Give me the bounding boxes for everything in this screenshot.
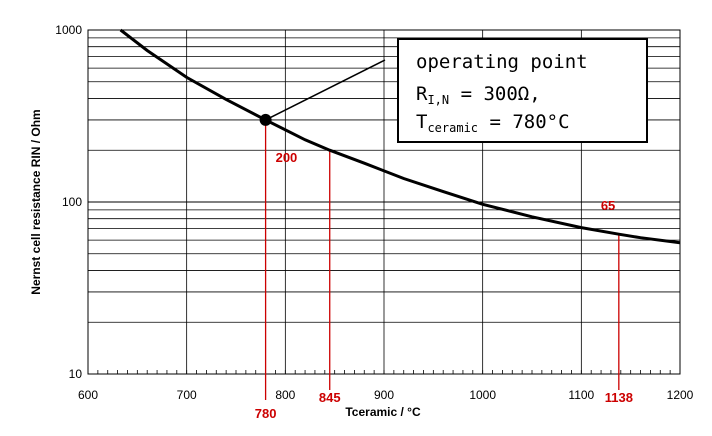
marker-x-label: 1138 — [605, 390, 633, 405]
annotation-box: operating point RI,N = 300Ω, Tceramic = … — [397, 38, 648, 143]
annotation-line1: operating point — [416, 51, 588, 73]
operating-point-dot — [259, 113, 272, 126]
x-tick-label: 600 — [78, 388, 98, 402]
y-axis-title: Nernst cell resistance RIN / Ohm — [29, 109, 43, 294]
x-tick-label: 1100 — [568, 388, 594, 402]
x-tick-label: 700 — [177, 388, 197, 402]
marker-y-label: 200 — [276, 150, 298, 165]
marker-x-label: 780 — [255, 406, 277, 421]
marker-y-label: 65 — [601, 198, 615, 213]
x-axis-title: Tceramic / °C — [345, 405, 421, 419]
x-tick-label: 1200 — [667, 388, 694, 402]
x-minor-ticks — [87, 370, 681, 374]
annotation-pointer — [265, 59, 386, 121]
x-tick-label: 1000 — [469, 388, 496, 402]
y-tick-label: 1000 — [55, 23, 82, 37]
annotation-line3: Tceramic = 780°C — [416, 111, 570, 135]
y-tick-label: 10 — [69, 367, 83, 381]
resistance-curve — [119, 28, 681, 245]
marker-lines: 780 200 845 1138 65 — [255, 119, 633, 421]
y-tick-label: 100 — [62, 195, 82, 209]
x-tick-label: 900 — [374, 388, 394, 402]
x-tick-label: 800 — [275, 388, 295, 402]
x-tick-labels: 600 700 800 900 1000 1100 1200 — [78, 388, 694, 402]
y-tick-labels: 10 100 1000 — [55, 23, 82, 381]
annotation-line2: RI,N = 300Ω, — [416, 83, 541, 107]
marker-x-label: 845 — [319, 390, 341, 405]
